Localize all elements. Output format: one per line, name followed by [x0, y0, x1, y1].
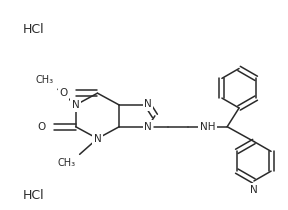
Text: O: O: [60, 88, 68, 98]
Text: N: N: [144, 99, 152, 109]
Text: HCl: HCl: [23, 23, 45, 36]
Text: N: N: [72, 100, 79, 110]
Text: CH₃: CH₃: [36, 75, 54, 85]
Text: NH: NH: [200, 122, 215, 132]
Text: N: N: [144, 122, 152, 132]
Text: O: O: [38, 122, 46, 132]
Text: HCl: HCl: [23, 189, 45, 202]
Text: N: N: [250, 185, 258, 195]
Text: N: N: [94, 134, 101, 144]
Text: CH₃: CH₃: [58, 158, 76, 168]
